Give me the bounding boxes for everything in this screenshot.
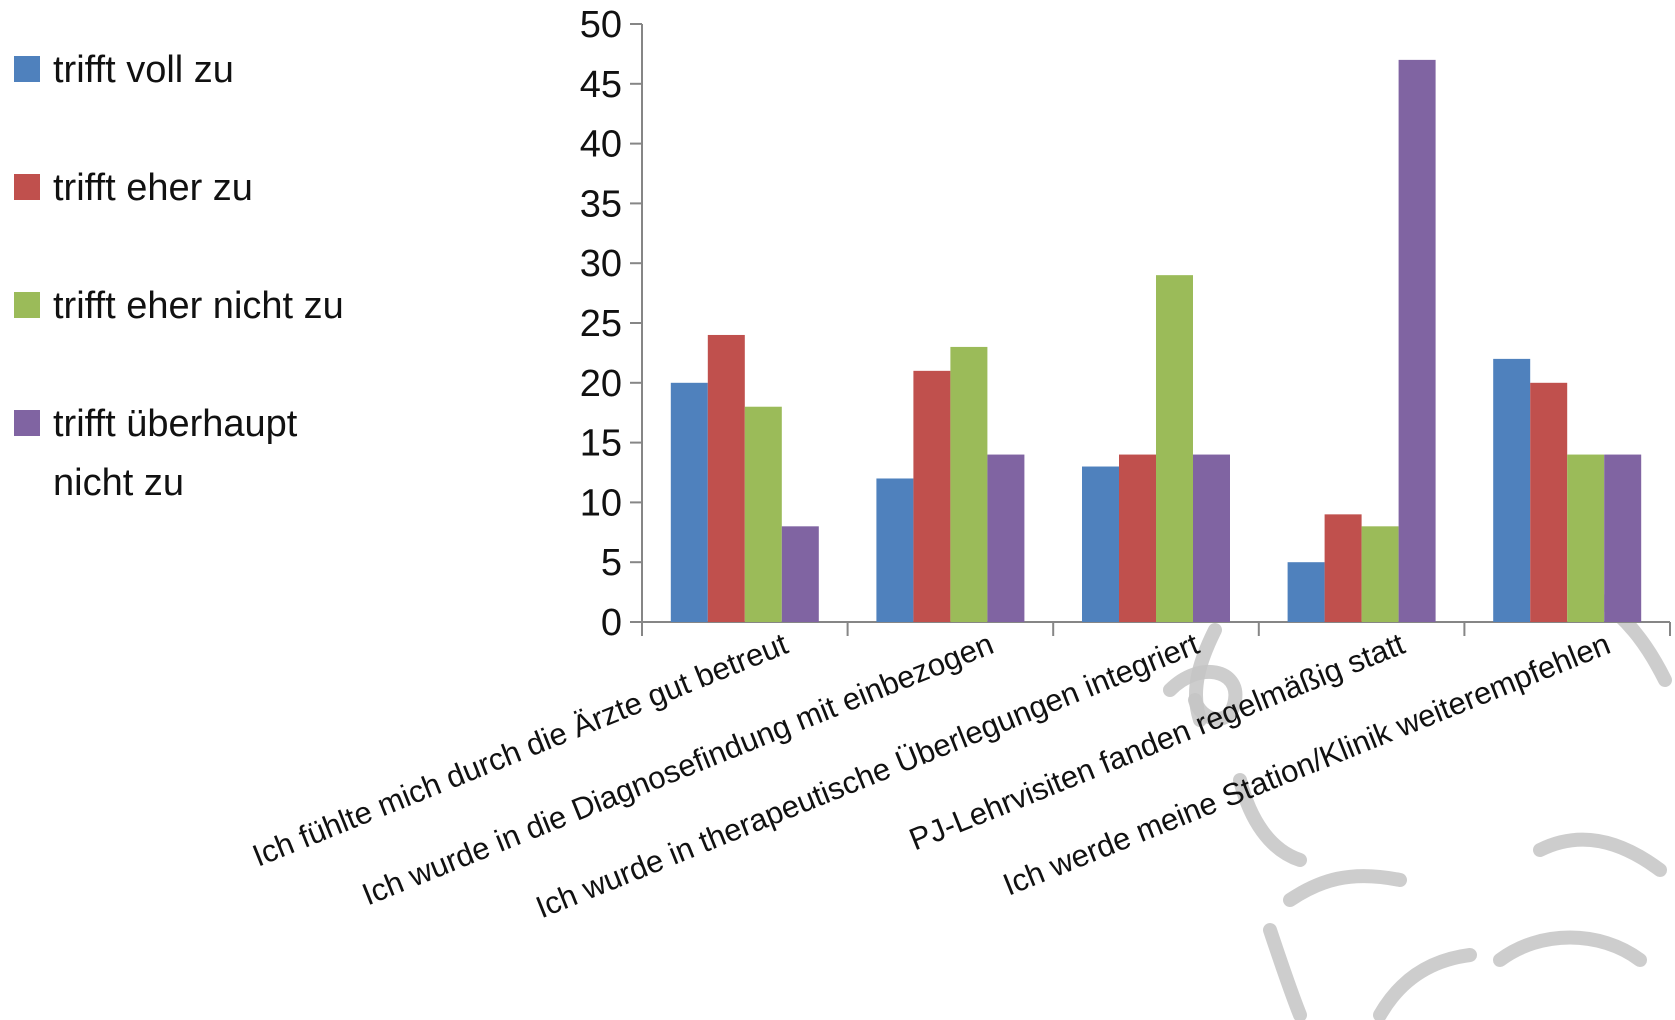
bar: [987, 454, 1025, 622]
bar: [781, 526, 819, 622]
y-tick-label: 35: [580, 183, 622, 225]
bar: [1493, 358, 1531, 622]
chart-bars: [670, 59, 1642, 622]
bar: [1287, 562, 1325, 622]
y-tick-label: 15: [580, 423, 622, 465]
y-tick-label: 0: [601, 602, 622, 644]
y-tick-label: 30: [580, 243, 622, 285]
y-tick-label: 40: [580, 124, 622, 166]
y-tick-label: 45: [580, 64, 622, 106]
bar: [1361, 526, 1399, 622]
legend-label: trifft voll zu: [53, 49, 234, 91]
legend-swatch: [14, 410, 40, 436]
y-tick-label: 50: [580, 4, 622, 46]
bar: [876, 478, 914, 622]
chart-legend: trifft voll zu trifft eher zu trifft eher …: [14, 49, 344, 504]
bar: [744, 406, 782, 622]
bar: [1324, 514, 1362, 622]
bar: [950, 346, 988, 622]
bar: [1082, 466, 1119, 622]
bar: [913, 370, 951, 622]
y-tick-label: 25: [580, 303, 622, 345]
bar: [1530, 382, 1568, 622]
bar: [1119, 454, 1156, 622]
bar: [670, 382, 708, 622]
bar: [1567, 454, 1605, 622]
y-tick-label: 10: [580, 482, 622, 524]
category-labels: Ich fühlte mich durch die Ärzte gut betr…: [248, 626, 1616, 925]
legend-swatch: [14, 292, 40, 318]
y-tick-label: 5: [601, 542, 622, 584]
legend-label: trifft eher zu: [53, 167, 253, 209]
bar: [1398, 59, 1436, 622]
bar: [1156, 275, 1193, 622]
legend-swatch: [14, 174, 40, 200]
bar: [707, 334, 745, 622]
y-tick-label: 20: [580, 363, 622, 405]
legend-swatch: [14, 56, 40, 82]
legend-label: trifft überhaupt nicht zu: [53, 403, 298, 504]
bar: [1193, 454, 1230, 622]
bar: [1604, 454, 1642, 622]
legend-label: trifft eher nicht zu: [53, 285, 344, 327]
